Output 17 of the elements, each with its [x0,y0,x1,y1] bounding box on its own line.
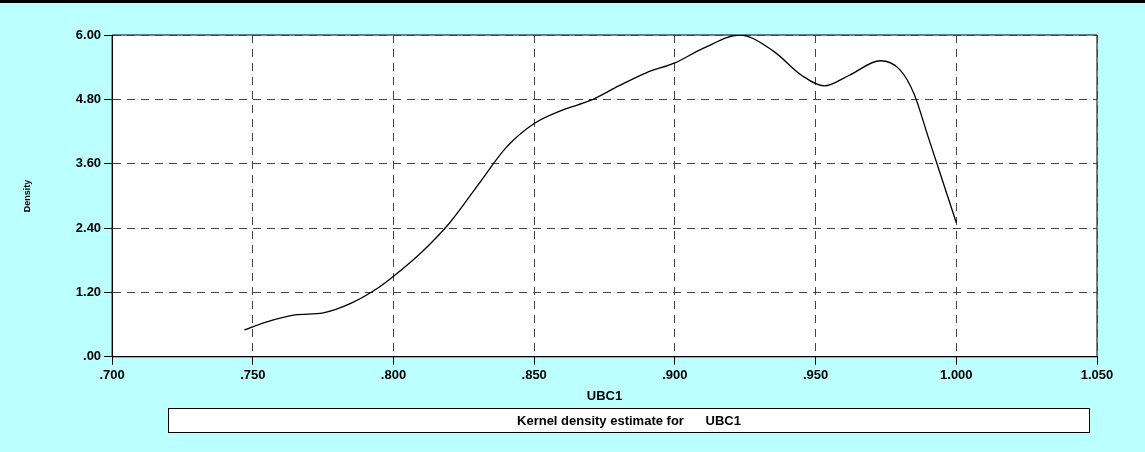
x-tick-label: .900 [662,367,688,383]
y-tick-label: 1.20 [75,284,102,300]
x-tick-label: .950 [802,367,829,383]
y-tick-label: .00 [83,348,102,364]
x-tick-label: .800 [380,367,407,383]
text: Kernel density estimate for UBC1 [168,408,1090,433]
y-axis-title: Density [21,179,32,213]
y-tick-label: 3.60 [75,155,102,171]
x-axis-title: UBC1 [586,387,623,403]
x-tick-label: .700 [99,367,125,383]
y-tick-label: 4.80 [75,90,102,106]
y-tick-label: 6.00 [75,26,102,42]
x-tick-label: .850 [521,367,547,383]
x-tick-label: 1.050 [1080,367,1114,383]
x-tick-label: .750 [240,367,266,383]
y-tick-label: 2.40 [75,219,102,235]
x-tick-label: 1.000 [940,367,973,383]
